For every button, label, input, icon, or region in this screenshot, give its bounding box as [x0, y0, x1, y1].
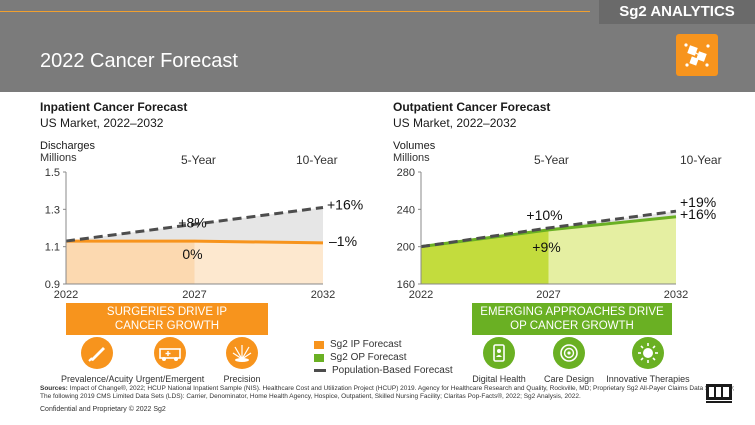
op-annotation-fc-5yr: +9% — [532, 239, 560, 255]
ip-x-tick-label: 2027 — [182, 289, 206, 300]
ip-y-tick-label: 1.1 — [45, 242, 60, 254]
op-banner-line1: EMERGING APPROACHES DRIVE — [480, 306, 664, 318]
op-chart-title: Outpatient Cancer Forecast — [393, 100, 551, 114]
op-x-tick-label: 2022 — [409, 289, 433, 300]
op-annotation-pop-5yr: +10% — [526, 207, 562, 223]
legend-label: Sg2 IP Forecast — [330, 339, 402, 350]
legend-swatch-op — [314, 353, 324, 362]
op-5yr-header: 5-Year — [534, 153, 569, 167]
ip-y-tick-label: 1.3 — [45, 204, 60, 216]
op-driver-label: Care Design — [543, 374, 595, 384]
legend-item-population: Population-Based Forecast — [314, 364, 453, 377]
header-bar: Sg2 ANALYTICS 2022 Cancer Forecast — [0, 0, 755, 92]
sources-label: Sources: — [40, 385, 68, 392]
op-y-tick-label: 160 — [397, 279, 415, 291]
ip-population-line — [65, 205, 324, 243]
legend-swatch-ip — [314, 340, 324, 349]
chart-legend: Sg2 IP Forecast Sg2 OP Forecast Populati… — [314, 338, 453, 377]
ip-annotation-pop-10yr: +16% — [327, 196, 363, 212]
ip-forecast-area-10yr — [194, 241, 323, 284]
ip-10yr-header: 10-Year — [296, 153, 338, 167]
ip-metric-label: Discharges — [40, 140, 96, 152]
op-forecast-area-10yr — [548, 216, 676, 284]
ip-driver-prevalence: Prevalence/Acuity — [52, 337, 142, 384]
op-chart-subtitle: US Market, 2022–2032 — [393, 116, 517, 130]
radiation-beam-icon — [226, 337, 258, 369]
scalpel-icon — [81, 337, 113, 369]
brand-name: Sg2 ANALYTICS — [599, 0, 755, 24]
op-metric-label: Volumes — [393, 140, 436, 152]
ip-x-tick-label: 2032 — [311, 289, 335, 300]
op-unit-label: Millions — [393, 152, 430, 164]
op-driver-therapies: Innovative Therapies — [600, 337, 696, 384]
ip-driver-urgent: Urgent/Emergent — [120, 337, 220, 384]
op-x-tick-label: 2027 — [536, 289, 560, 300]
ip-forecast-area-5yr — [66, 241, 195, 284]
ip-chart-title: Inpatient Cancer Forecast — [40, 100, 188, 114]
footer-sources: Sources: Impact of Change®, 2022; HCUP N… — [40, 385, 740, 401]
legend-label: Sg2 OP Forecast — [330, 352, 407, 363]
ambulance-icon — [154, 337, 186, 369]
ip-annotation-fc-10yr: –1% — [329, 233, 357, 249]
ip-driver-precision: Precision — [202, 337, 282, 384]
ip-driver-label: Prevalence/Acuity — [60, 374, 134, 384]
op-population-line — [420, 209, 677, 249]
analytics-logo-icon — [676, 34, 718, 76]
confidential-notice: Confidential and Proprietary © 2022 Sg2 — [40, 406, 166, 413]
op-annotation-fc-10yr: +16% — [680, 206, 716, 222]
innovative-therapies-icon — [632, 337, 664, 369]
ip-annotation-pop-5yr: +8% — [178, 214, 206, 230]
op-annotation-pop-10yr: +19% — [680, 194, 716, 210]
legend-label: Population-Based Forecast — [332, 365, 453, 376]
op-y-tick-label: 200 — [397, 242, 415, 254]
page-title: 2022 Cancer Forecast — [40, 50, 238, 72]
op-x-tick-label: 2032 — [664, 289, 688, 300]
op-banner: EMERGING APPROACHES DRIVE OP CANCER GROW… — [472, 303, 672, 335]
op-banner-line2: OP CANCER GROWTH — [510, 320, 634, 332]
ip-banner-line2: CANCER GROWTH — [114, 320, 220, 332]
sg2-logo-icon — [706, 384, 732, 404]
ip-banner-line1: SURGERIES DRIVE IP — [106, 306, 228, 318]
op-y-tick-label: 280 — [397, 167, 415, 179]
ip-5yr-header: 5-Year — [181, 153, 216, 167]
ip-annotation-fc-5yr: 0% — [182, 246, 202, 262]
legend-item-ip: Sg2 IP Forecast — [314, 338, 453, 351]
ip-y-tick-label: 0.9 — [45, 279, 60, 291]
ip-unit-label: Millions — [40, 152, 77, 164]
op-driver-label: Innovative Therapies — [606, 374, 690, 384]
legend-swatch-population — [314, 369, 326, 372]
ip-driver-label: Urgent/Emergent — [135, 374, 205, 384]
op-driver-care-design: Care Design — [534, 337, 604, 384]
ip-forecast-line — [66, 239, 324, 245]
ip-banner: SURGERIES DRIVE IP CANCER GROWTH — [66, 303, 268, 335]
care-design-icon — [553, 337, 585, 369]
ip-y-tick-label: 1.5 — [45, 167, 60, 179]
ip-x-tick-label: 2022 — [54, 289, 78, 300]
op-y-tick-label: 240 — [397, 204, 415, 216]
legend-item-op: Sg2 OP Forecast — [314, 351, 453, 364]
op-driver-digital: Digital Health — [464, 337, 534, 384]
header-accent-line — [0, 11, 590, 12]
ip-driver-label: Precision — [223, 374, 261, 384]
op-driver-label: Digital Health — [472, 374, 526, 384]
sources-text: Impact of Change®, 2022; HCUP National I… — [40, 385, 735, 400]
op-10yr-header: 10-Year — [680, 153, 722, 167]
digital-health-icon — [483, 337, 515, 369]
ip-chart-subtitle: US Market, 2022–2032 — [40, 116, 164, 130]
